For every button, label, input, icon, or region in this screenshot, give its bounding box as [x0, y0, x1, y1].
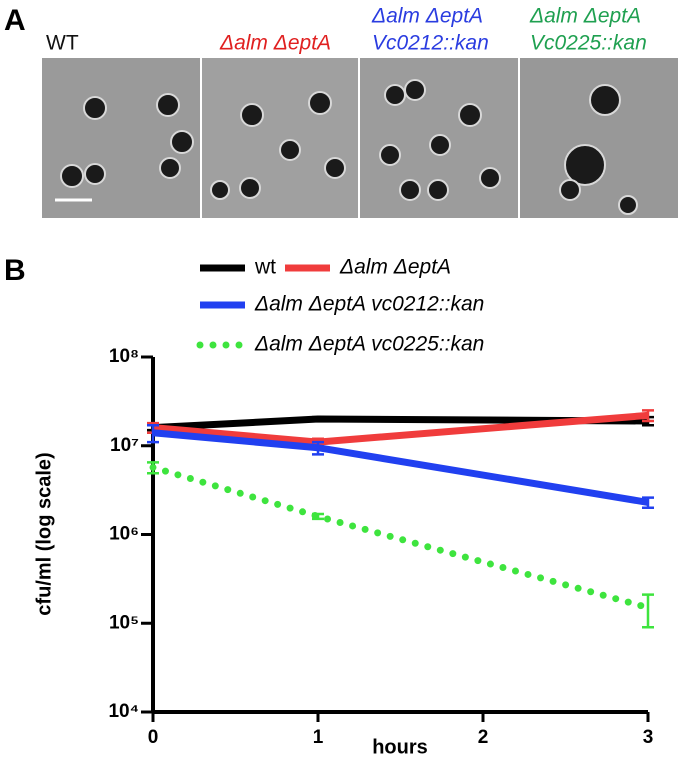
legend-label: wt — [254, 256, 276, 279]
caption: WT — [46, 32, 79, 55]
caption: Vc0225::kan — [530, 32, 647, 55]
caption: Δalm ΔeptA — [219, 32, 331, 55]
micrographs — [42, 58, 678, 218]
legend-label: Δalm ΔeptA vc0225::kan — [254, 333, 484, 356]
y-axis-label: cfu/ml (log scale) — [33, 452, 55, 615]
x-axis-label: hours — [372, 736, 428, 758]
x-tick-label: 0 — [148, 727, 159, 748]
error-bar — [147, 461, 159, 475]
y-tick-label: 10⁴ — [108, 701, 139, 722]
error-bar — [312, 440, 324, 456]
error-bar — [147, 424, 159, 444]
error-bar — [642, 496, 654, 510]
legend-label: Δalm ΔeptA vc0212::kan — [254, 293, 484, 316]
panel-label: A — [4, 4, 26, 37]
caption: Δalm ΔeptA — [371, 5, 483, 28]
panel-label: B — [4, 254, 26, 287]
x-tick-label: 3 — [643, 727, 654, 748]
error-bar — [312, 512, 324, 521]
legend-label: Δalm ΔeptA — [339, 256, 451, 279]
y-tick-label: 10⁶ — [109, 524, 139, 545]
y-tick-label: 10⁸ — [109, 346, 139, 367]
error-bar — [642, 409, 654, 423]
x-tick-label: 2 — [478, 727, 489, 748]
y-tick-label: 10⁵ — [109, 612, 139, 633]
caption: Vc0212::kan — [372, 32, 489, 55]
x-tick-label: 1 — [313, 727, 324, 748]
caption: Δalm ΔeptA — [529, 5, 641, 28]
error-bar — [312, 415, 324, 423]
error-bar — [642, 593, 654, 629]
y-tick-label: 10⁷ — [110, 435, 139, 456]
